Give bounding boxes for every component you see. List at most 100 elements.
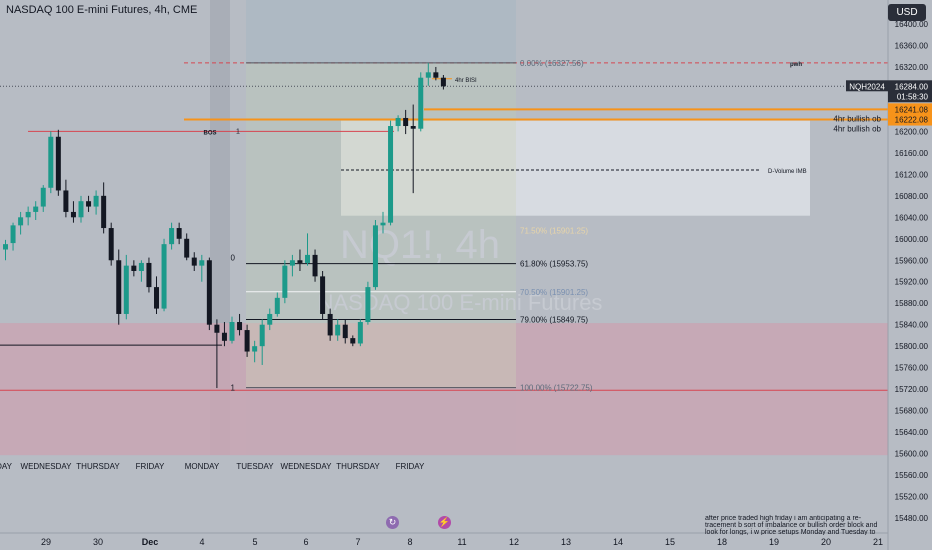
candle-body[interactable] [252, 346, 258, 352]
candle-body[interactable] [297, 260, 303, 263]
date-tick-label: 18 [717, 537, 727, 547]
candle-body[interactable] [40, 187, 46, 207]
candle-body[interactable] [221, 332, 227, 341]
candle-body[interactable] [161, 244, 167, 309]
watermark-symbol: NQ1!, 4h [340, 223, 500, 267]
date-tick-label: 5 [252, 537, 257, 547]
fib-label: 0.00% (16327.56) [520, 59, 584, 68]
candle-body[interactable] [395, 117, 401, 127]
price-tick-label: 15760.00 [895, 364, 929, 373]
candle-body[interactable] [131, 265, 137, 271]
candle-body[interactable] [312, 254, 318, 277]
candle-body[interactable] [116, 260, 122, 314]
candle-body[interactable] [418, 77, 424, 129]
candle-body[interactable] [282, 265, 288, 298]
date-tick-label: 19 [769, 537, 779, 547]
candle-body[interactable] [365, 287, 371, 323]
day-label: THURSDAY [336, 462, 380, 471]
price-tick-label: 15920.00 [895, 278, 929, 287]
day-label: THURSDAY [76, 462, 120, 471]
candle-body[interactable] [48, 136, 54, 188]
bisi-label: 4hr BISI [455, 78, 477, 84]
fib-zero-tag: 0 [231, 254, 236, 263]
candle-body[interactable] [327, 313, 333, 336]
price-tick-label: 15480.00 [895, 514, 929, 523]
date-tick-label: 4 [199, 537, 204, 547]
price-tick-label: 16200.00 [895, 127, 929, 136]
candle-body[interactable] [184, 238, 190, 258]
candle-body[interactable] [86, 201, 92, 207]
day-label: DAY [0, 462, 13, 471]
candle-body[interactable] [237, 322, 243, 331]
date-tick-label: 29 [41, 537, 51, 547]
note-text: after price traded high friday i am anti… [705, 515, 878, 535]
candle-body[interactable] [123, 265, 129, 314]
candle-body[interactable] [138, 262, 144, 271]
candle-body[interactable] [33, 206, 39, 212]
last-price-label: 16284.00 [895, 82, 929, 91]
candle-body[interactable] [342, 324, 348, 339]
day-label: FRIDAY [396, 462, 425, 471]
day-label: MONDAY [185, 462, 220, 471]
candle-body[interactable] [425, 72, 431, 78]
candle-body[interactable] [199, 260, 205, 266]
day-label: FRIDAY [136, 462, 165, 471]
fib-label: 70.50% (15901.25) [520, 288, 588, 297]
lightning-icon[interactable]: ⚡ [438, 516, 451, 529]
candle-body[interactable] [433, 72, 439, 78]
ob-label-lower: 4hr bullish ob [833, 125, 881, 134]
candle-body[interactable] [305, 254, 310, 263]
candle-body[interactable] [357, 322, 363, 344]
date-tick-label: 13 [561, 537, 571, 547]
candle-body[interactable] [63, 190, 69, 212]
candle-body[interactable] [372, 225, 378, 288]
candle-body[interactable] [229, 322, 235, 341]
candle-body[interactable] [108, 228, 114, 261]
candle-body[interactable] [206, 260, 212, 325]
candle-body[interactable] [440, 77, 446, 87]
candle-body[interactable] [55, 136, 61, 191]
candle-body[interactable] [10, 225, 16, 244]
candle-body[interactable] [78, 201, 84, 218]
currency-button[interactable]: USD [888, 4, 926, 21]
date-tick-label: 30 [93, 537, 103, 547]
price-tick-label: 15880.00 [895, 299, 929, 308]
candle-body[interactable] [214, 324, 220, 333]
candle-body[interactable] [18, 217, 24, 226]
ob-label-upper: 4hr bullish ob [833, 114, 881, 123]
candle-body[interactable] [176, 228, 182, 239]
candle-body[interactable] [191, 257, 197, 266]
ob-low-tag [888, 113, 932, 126]
candle-body[interactable] [3, 244, 8, 250]
candle-body[interactable] [169, 228, 175, 245]
candle-body[interactable] [380, 222, 386, 226]
tradingview-replay-icon[interactable]: ↻ [386, 516, 399, 529]
price-tick-label: 15680.00 [895, 407, 929, 416]
watermark-name: NASDAQ 100 E-mini Futures [318, 290, 603, 315]
candle-body[interactable] [244, 330, 250, 352]
symbol-tag-label: NQH2024 [849, 82, 885, 91]
candle-body[interactable] [267, 313, 273, 325]
candle-body[interactable] [274, 297, 280, 314]
candle-body[interactable] [25, 211, 31, 218]
candle-body[interactable] [259, 324, 265, 347]
candle-body[interactable] [70, 211, 76, 218]
price-tick-label: 16160.00 [895, 149, 929, 158]
candle-body[interactable] [335, 324, 341, 336]
fib-label: 100.00% (15722.75) [520, 384, 593, 393]
price-tick-label: 16360.00 [895, 41, 929, 50]
candle-body[interactable] [388, 126, 394, 223]
day-label: TUESDAY [236, 462, 274, 471]
candle-body[interactable] [320, 276, 326, 314]
candle-body[interactable] [146, 262, 152, 288]
candle-body[interactable] [350, 338, 356, 344]
candle-body[interactable] [403, 117, 409, 127]
candle-body[interactable] [93, 195, 99, 207]
candle-body[interactable] [101, 195, 107, 229]
candle-body[interactable] [289, 260, 295, 266]
candle-body[interactable] [154, 287, 159, 309]
candle-body[interactable] [410, 126, 416, 129]
price-tick-label: 15720.00 [895, 385, 929, 394]
price-tick-label: 15520.00 [895, 493, 929, 502]
